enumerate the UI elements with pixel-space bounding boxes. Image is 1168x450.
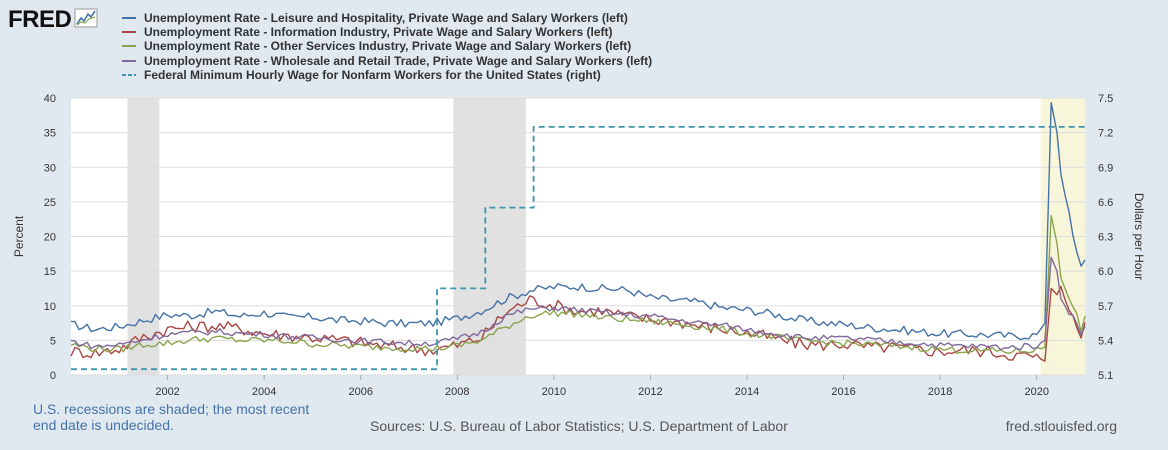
chart-line-icon — [74, 8, 98, 33]
legend-swatch — [122, 31, 136, 34]
legend-label: Unemployment Rate - Leisure and Hospital… — [144, 11, 628, 26]
legend-item[interactable]: Unemployment Rate - Other Services Indus… — [122, 39, 652, 53]
x-tick-label: 2008 — [445, 386, 469, 398]
legend-swatch — [122, 45, 136, 48]
series-line-5 — [71, 126, 1085, 371]
y-tick-left-label: 10 — [44, 301, 56, 313]
y-tick-left-label: 30 — [44, 162, 56, 174]
y-tick-right-label: 5.4 — [1098, 335, 1113, 347]
x-tick-label: 2010 — [542, 386, 566, 398]
recession-note: U.S. recessions are shaded; the most rec… — [33, 401, 310, 433]
y-tick-right-label: 5.1 — [1098, 370, 1113, 382]
legend-swatch — [122, 17, 136, 20]
x-tick-label: 2004 — [252, 386, 276, 398]
y-tick-right-label: 7.5 — [1098, 93, 1113, 105]
legend-label: Federal Minimum Hourly Wage for Nonfarm … — [144, 67, 601, 82]
legend-item[interactable]: Unemployment Rate - Leisure and Hospital… — [122, 11, 652, 25]
y-tick-left-label: 15 — [44, 266, 56, 278]
y-tick-left-label: 25 — [44, 197, 56, 209]
x-tick-label: 2016 — [831, 386, 855, 398]
legend-label: Unemployment Rate - Wholesale and Retail… — [144, 53, 653, 68]
legend-item[interactable]: Unemployment Rate - Wholesale and Retail… — [122, 54, 652, 68]
y-tick-left-label: 35 — [44, 128, 56, 140]
legend-item[interactable]: Unemployment Rate - Information Industry… — [122, 25, 652, 39]
chart-legend: Unemployment Rate - Leisure and Hospital… — [122, 11, 652, 82]
y-tick-right-label: 6.3 — [1098, 232, 1113, 244]
source-url-link[interactable]: fred.stlouisfed.org — [1005, 418, 1117, 434]
x-tick-label: 2014 — [735, 386, 759, 398]
fred-logo[interactable]: FRED — [8, 6, 98, 34]
logo-text: FRED — [8, 6, 72, 33]
y-tick-right-label: 6.6 — [1098, 197, 1113, 209]
legend-label: Unemployment Rate - Information Industry… — [144, 25, 613, 40]
y-tick-left-label: 20 — [44, 232, 56, 244]
y-tick-left-label: 5 — [50, 335, 56, 347]
y-tick-right-label: 6.0 — [1098, 266, 1113, 278]
legend-label: Unemployment Rate - Other Services Indus… — [144, 39, 632, 54]
y-tick-left-label: 0 — [50, 370, 56, 382]
x-tick-label: 2018 — [928, 386, 952, 398]
y-axis-label-left: Percent — [12, 215, 26, 257]
legend-item[interactable]: Federal Minimum Hourly Wage for Nonfarm … — [122, 68, 652, 82]
x-tick-label: 2002 — [155, 386, 179, 398]
x-tick-label: 2020 — [1024, 386, 1048, 398]
y-tick-right-label: 5.7 — [1098, 301, 1113, 313]
series-line-4 — [70, 256, 1086, 351]
y-tick-right-label: 6.9 — [1098, 162, 1113, 174]
sources-text: Sources: U.S. Bureau of Labor Statistics… — [370, 418, 788, 434]
y-tick-left-label: 40 — [44, 93, 56, 105]
legend-swatch — [122, 59, 136, 62]
y-axis-label-right: Dollars per Hour — [1132, 193, 1146, 280]
y-tick-right-label: 7.2 — [1098, 128, 1113, 140]
series-line-1 — [70, 102, 1086, 341]
legend-swatch — [122, 73, 136, 76]
x-tick-label: 2006 — [348, 386, 372, 398]
x-tick-label: 2012 — [638, 386, 662, 398]
